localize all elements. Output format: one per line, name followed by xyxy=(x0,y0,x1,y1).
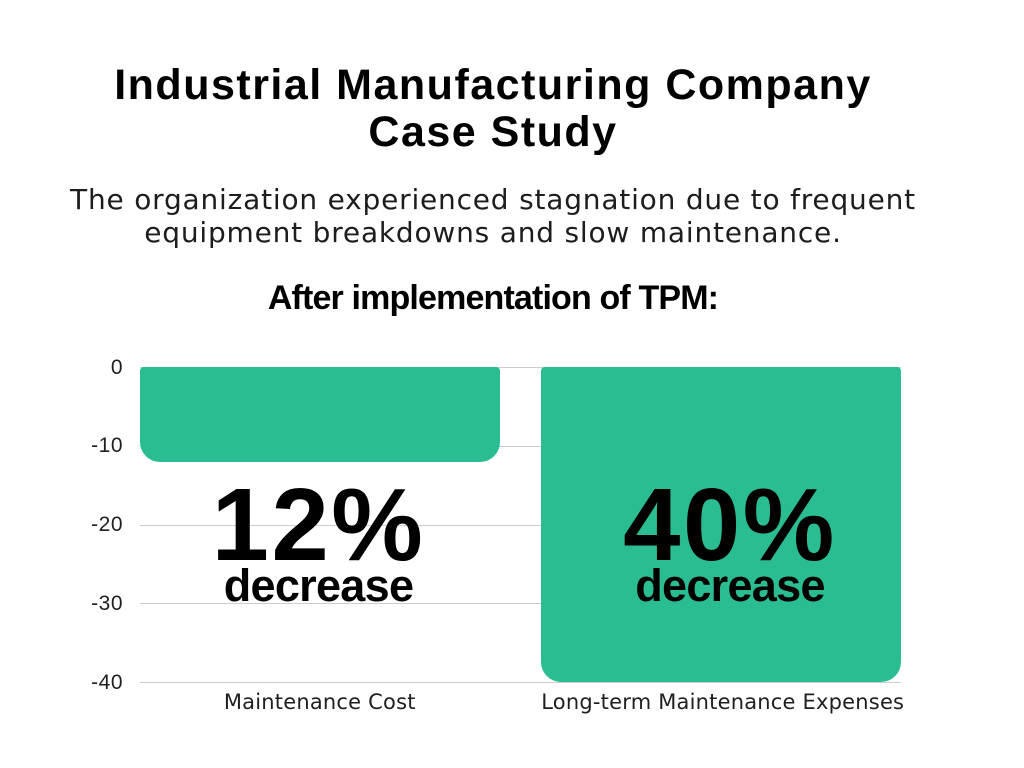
gridline--20 xyxy=(139,524,901,526)
bar-percent-text: 12% xyxy=(211,466,426,582)
gridline-0 xyxy=(139,367,901,368)
y-axis-tick-label: -20 xyxy=(91,513,123,536)
gridline--10 xyxy=(139,445,901,447)
bar-caption-text: decrease xyxy=(635,560,825,612)
chart-title: After implementation of TPM: xyxy=(267,278,719,317)
page-subtitle: The organization experienced stagnation … xyxy=(0,183,986,249)
gridline--40 xyxy=(139,682,901,683)
page-subtitle-line1: The organization experienced stagnation … xyxy=(70,183,916,216)
bar-percent-text: 40% xyxy=(623,466,837,582)
y-axis-tick-label: -40 xyxy=(91,670,123,694)
y-axis-tick-label: 0 xyxy=(110,355,123,379)
bar-2 xyxy=(540,367,901,682)
bar-1 xyxy=(139,367,500,462)
page-title-line2: Case Study xyxy=(368,108,618,156)
gridline--30 xyxy=(139,603,901,605)
x-axis-category-label: Long-term Maintenance Expenses xyxy=(541,690,905,714)
x-axis-category-label: Maintenance Cost xyxy=(223,690,416,714)
y-axis-tick-label: -10 xyxy=(91,434,123,458)
page-title: Industrial Manufacturing Company Case Stu… xyxy=(0,62,986,156)
bar-caption-text: decrease xyxy=(223,560,414,612)
page-title-line1: Industrial Manufacturing Company xyxy=(114,61,872,109)
page-subtitle-line2: equipment breakdowns and slow maintenanc… xyxy=(144,216,842,249)
y-axis-tick-label: -30 xyxy=(91,591,123,615)
